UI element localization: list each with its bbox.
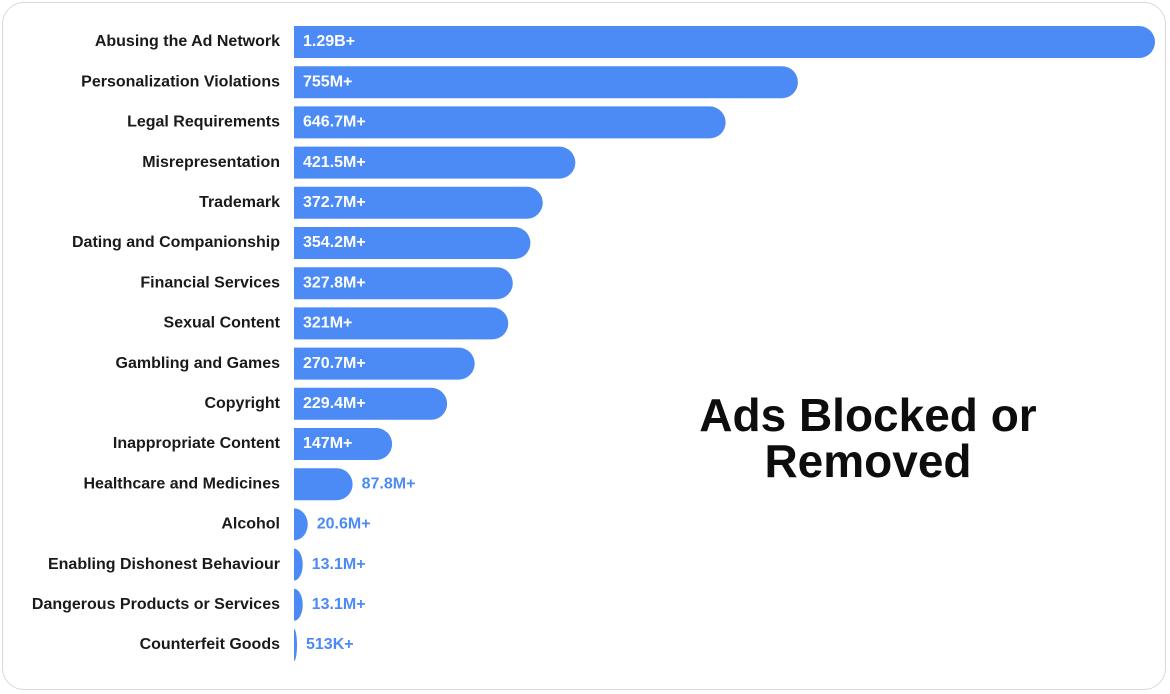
value-label-inappropriate-content: 147M+	[303, 435, 352, 452]
bar-personalization-violations	[294, 66, 798, 99]
value-label-alcohol: 20.6M+	[317, 516, 371, 533]
value-label-enabling-dishonest-behaviour: 13.1M+	[312, 556, 366, 573]
bar-misrepresentation	[294, 146, 576, 179]
bar-enabling-dishonest-behaviour	[294, 548, 303, 581]
bar-legal-requirements	[294, 106, 726, 139]
chart-title-line-1: Ads Blocked or	[699, 389, 1037, 441]
category-label-sexual-content: Sexual Content	[164, 315, 281, 332]
category-label-legal-requirements: Legal Requirements	[127, 114, 280, 131]
category-label-copyright: Copyright	[204, 395, 280, 412]
bar-gambling-and-games	[294, 347, 475, 380]
category-label-personalization-violations: Personalization Violations	[81, 73, 280, 90]
value-label-personalization-violations: 755M+	[303, 73, 352, 90]
category-label-trademark: Trademark	[199, 194, 280, 211]
category-label-alcohol: Alcohol	[221, 516, 280, 533]
value-label-trademark: 372.7M+	[303, 194, 366, 211]
category-label-gambling-and-games: Gambling and Games	[116, 355, 281, 372]
value-label-dangerous-products-or-services: 13.1M+	[312, 596, 366, 613]
value-label-abusing-the-ad-network: 1.29B+	[303, 33, 355, 50]
category-label-dangerous-products-or-services: Dangerous Products or Services	[32, 596, 280, 613]
bar-abusing-the-ad-network	[294, 26, 1155, 58]
bar-alcohol	[294, 508, 308, 541]
value-label-dating-and-companionship: 354.2M+	[303, 234, 366, 251]
bar-inappropriate-content	[294, 428, 393, 460]
value-label-copyright: 229.4M+	[303, 395, 366, 412]
bar-financial-services	[294, 267, 513, 300]
category-label-counterfeit-goods: Counterfeit Goods	[140, 636, 281, 653]
category-label-financial-services: Financial Services	[140, 274, 280, 291]
value-label-gambling-and-games: 270.7M+	[303, 355, 366, 372]
chart-title: Ads Blocked or Removed	[668, 392, 1068, 484]
bar-healthcare-and-medicines	[294, 468, 353, 501]
value-label-financial-services: 327.8M+	[303, 274, 366, 291]
bar-sexual-content	[294, 307, 509, 340]
category-label-healthcare-and-medicines: Healthcare and Medicines	[83, 475, 280, 492]
category-label-abusing-the-ad-network: Abusing the Ad Network	[95, 33, 280, 50]
bar-counterfeit-goods	[294, 629, 297, 661]
bar-copyright	[294, 387, 448, 420]
category-label-inappropriate-content: Inappropriate Content	[113, 435, 281, 452]
value-label-healthcare-and-medicines: 87.8M+	[362, 475, 416, 492]
value-label-misrepresentation: 421.5M+	[303, 154, 366, 171]
category-label-misrepresentation: Misrepresentation	[142, 154, 280, 171]
bar-dating-and-companionship	[294, 227, 531, 259]
bar-dangerous-products-or-services	[294, 588, 303, 621]
value-label-counterfeit-goods: 513K+	[306, 636, 354, 653]
value-label-legal-requirements: 646.7M+	[303, 114, 366, 131]
category-label-enabling-dishonest-behaviour: Enabling Dishonest Behaviour	[48, 556, 280, 573]
chart-title-line-2: Removed	[764, 435, 972, 487]
category-label-dating-and-companionship: Dating and Companionship	[72, 234, 280, 251]
value-label-sexual-content: 321M+	[303, 315, 352, 332]
bar-trademark	[294, 186, 543, 219]
